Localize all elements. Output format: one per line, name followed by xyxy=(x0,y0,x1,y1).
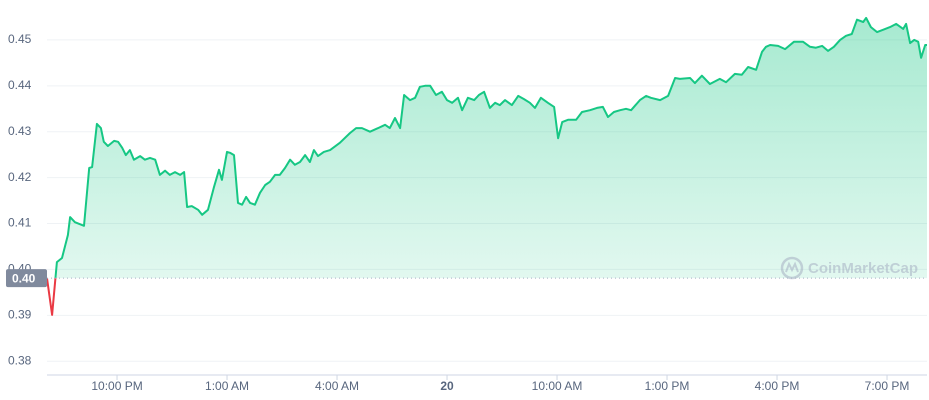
x-tick-label: 4:00 AM xyxy=(315,379,359,393)
x-tick-label: 10:00 PM xyxy=(91,379,142,393)
y-tick-label: 0.39 xyxy=(8,308,32,322)
y-tick-label: 0.45 xyxy=(8,32,32,46)
y-tick-label: 0.41 xyxy=(8,216,32,230)
area xyxy=(55,17,927,279)
x-tick-label: 1:00 AM xyxy=(205,379,249,393)
x-tick-label: 10:00 AM xyxy=(532,379,583,393)
y-tick-label: 0.42 xyxy=(8,170,32,184)
x-tick-label: 4:00 PM xyxy=(755,379,800,393)
x-tick-label: 20 xyxy=(440,379,454,393)
baseline-label: 0.40 xyxy=(12,271,36,285)
watermark: CoinMarketCap xyxy=(780,256,918,280)
y-tick-label: 0.38 xyxy=(8,353,32,367)
y-tick-label: 0.44 xyxy=(8,78,32,92)
x-tick-label: 7:00 PM xyxy=(865,379,910,393)
y-tick-label: 0.43 xyxy=(8,124,32,138)
x-tick-label: 1:00 PM xyxy=(645,379,690,393)
watermark-text: CoinMarketCap xyxy=(808,260,918,277)
baseline-badge xyxy=(6,269,47,288)
price-line xyxy=(46,16,927,316)
